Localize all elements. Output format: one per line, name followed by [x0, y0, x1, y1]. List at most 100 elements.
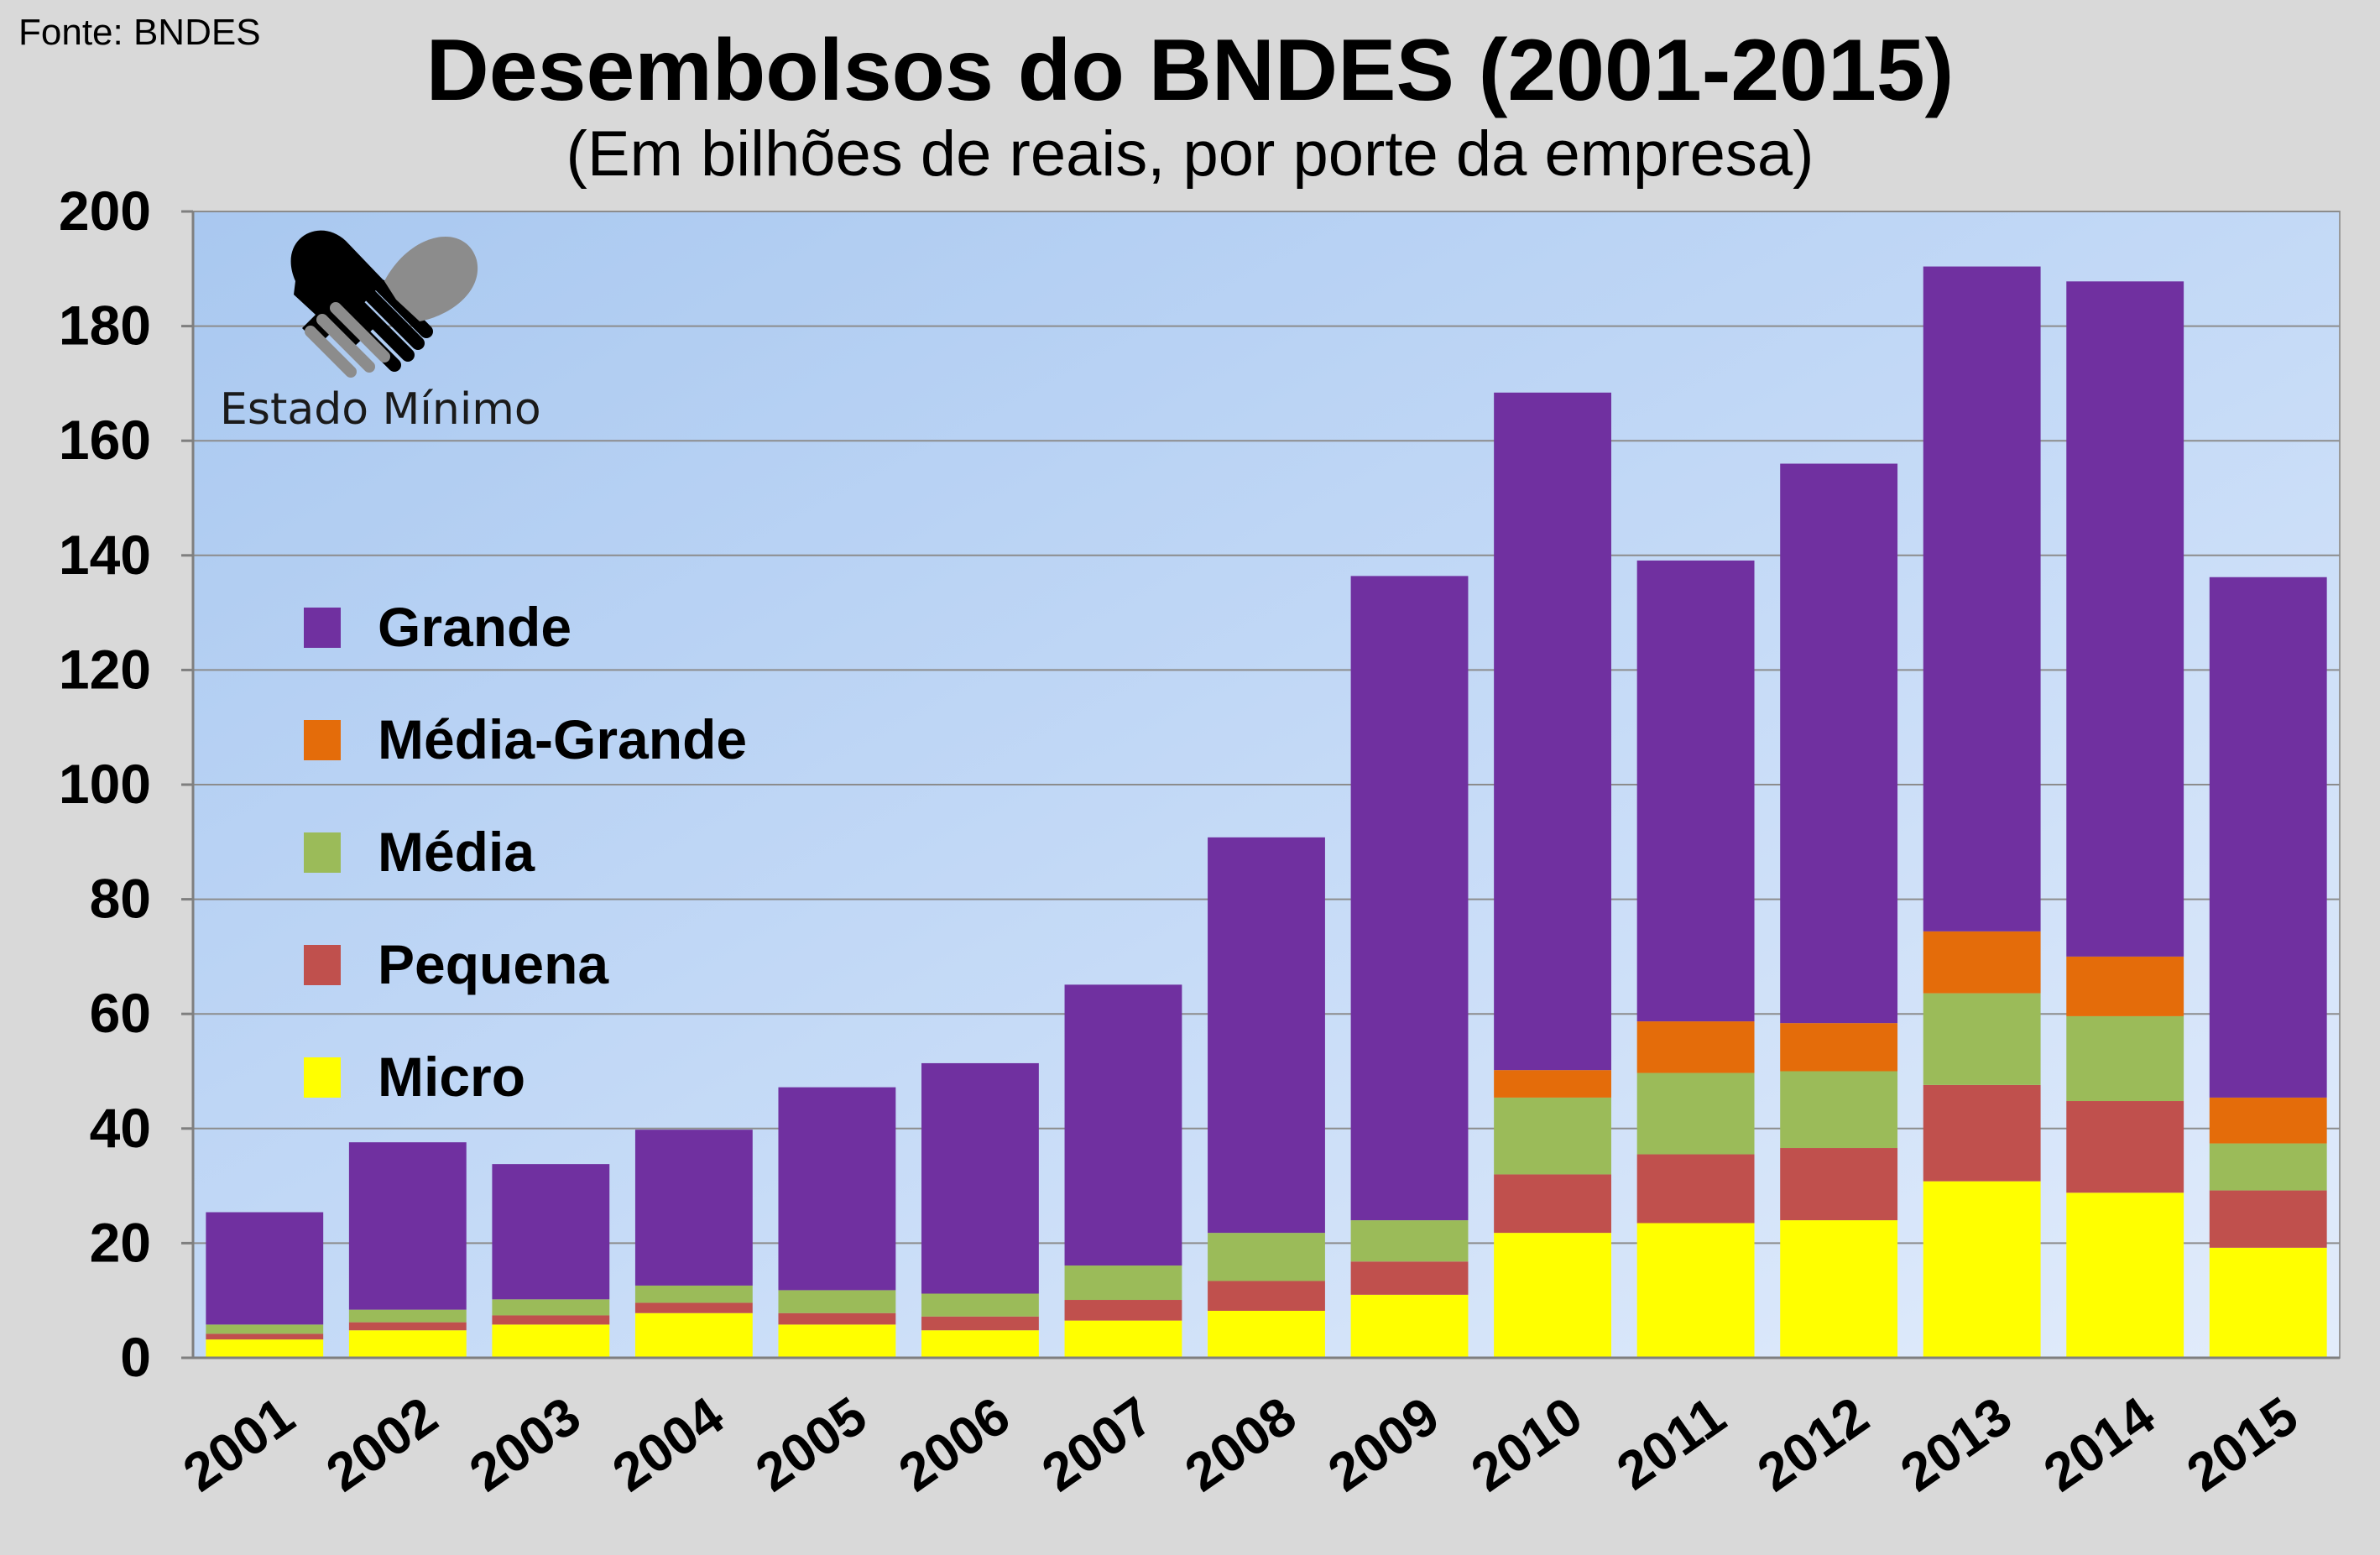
bar-segment-grande — [1494, 392, 1611, 1071]
y-tick-label: 20 — [90, 1211, 151, 1273]
bar-segment-pequena — [1923, 1084, 2041, 1182]
bar-segment-grande — [921, 1062, 1039, 1294]
legend-label: Pequena — [378, 933, 609, 995]
bar-segment-micro — [1494, 1233, 1611, 1358]
x-tick-label: 2014 — [2033, 1385, 2165, 1503]
bar-segment-grande — [1636, 560, 1755, 1022]
bar-segment-grande — [348, 1142, 467, 1310]
bar-segment-pequena — [348, 1322, 467, 1331]
bar-segment-micro — [2066, 1192, 2184, 1358]
bar-segment-micro — [1636, 1223, 1755, 1358]
bar-segment-pequena — [2066, 1101, 2184, 1193]
bar-stack-2009 — [1350, 576, 1469, 1358]
bars — [206, 266, 2327, 1358]
bar-segment-grande — [1208, 837, 1325, 1234]
legend-swatch — [304, 1057, 341, 1098]
bar-segment-micro — [206, 1339, 324, 1358]
x-tick-label: 2015 — [2176, 1385, 2309, 1503]
bar-segment-m-dia-grande — [1636, 1021, 1755, 1073]
bar-segment-pequena — [1208, 1281, 1325, 1311]
bar-stack-2015 — [2209, 577, 2327, 1358]
y-axis: 0 20 40 60 80 100 120 140 160 180 200 — [59, 180, 195, 1388]
bar-segment-m-dia — [921, 1293, 1039, 1317]
bar-segment-m-dia — [492, 1299, 610, 1316]
bar-segment-m-dia-grande — [1780, 1023, 1898, 1072]
bar-stack-2001 — [206, 1212, 324, 1358]
bar-segment-m-dia — [1208, 1233, 1325, 1281]
bar-segment-micro — [1780, 1220, 1898, 1358]
y-tick-label: 60 — [90, 982, 151, 1044]
bar-segment-grande — [634, 1130, 753, 1286]
bar-segment-pequena — [2209, 1190, 2327, 1248]
y-tick-label: 0 — [120, 1326, 151, 1388]
bar-segment-grande — [1923, 266, 2041, 931]
x-tick-label: 2008 — [1174, 1385, 1307, 1503]
bar-segment-pequena — [634, 1302, 753, 1313]
legend-label: Grande — [378, 596, 572, 658]
bar-segment-pequena — [921, 1316, 1039, 1331]
bar-segment-micro — [2209, 1247, 2327, 1358]
bar-stack-2013 — [1923, 266, 2041, 1358]
bar-segment-pequena — [1064, 1300, 1182, 1321]
bar-segment-m-dia — [348, 1309, 467, 1323]
bar-segment-m-dia — [2209, 1143, 2327, 1191]
x-tick-label: 2003 — [458, 1385, 591, 1503]
bar-stack-2006 — [921, 1062, 1039, 1358]
bar-segment-micro — [921, 1330, 1039, 1358]
bar-segment-m-dia — [634, 1285, 753, 1303]
chart-title: Desembolsos do BNDES (2001-2015) — [425, 22, 1955, 119]
x-tick-label: 2002 — [316, 1385, 448, 1503]
y-tick-label: 40 — [90, 1097, 151, 1159]
bar-stack-2004 — [634, 1130, 753, 1358]
x-tick-label: 2010 — [1460, 1385, 1593, 1503]
y-tick-label: 160 — [59, 409, 151, 471]
bar-stack-2008 — [1208, 837, 1325, 1358]
x-tick-label: 2005 — [745, 1385, 878, 1503]
bar-segment-micro — [634, 1312, 753, 1358]
bar-segment-m-dia — [1923, 993, 2041, 1085]
bar-stack-2012 — [1780, 463, 1898, 1358]
bar-segment-micro — [348, 1330, 467, 1358]
logo-text: Estado Mínimo — [220, 384, 541, 435]
bar-segment-grande — [1064, 984, 1182, 1266]
y-tick-label: 120 — [59, 638, 151, 700]
legend-label: Micro — [378, 1046, 525, 1108]
bar-segment-pequena — [778, 1312, 896, 1325]
bar-segment-micro — [1064, 1320, 1182, 1358]
x-tick-label: 2011 — [1606, 1385, 1736, 1501]
x-tick-label: 2009 — [1318, 1385, 1450, 1503]
legend-swatch — [304, 832, 341, 873]
bar-segment-grande — [1780, 463, 1898, 1024]
bar-stack-2002 — [348, 1142, 467, 1358]
y-tick-label: 200 — [59, 180, 151, 242]
bar-segment-grande — [2066, 281, 2184, 957]
bar-segment-pequena — [1350, 1261, 1469, 1295]
bar-stack-2003 — [492, 1164, 610, 1358]
bar-segment-grande — [492, 1164, 610, 1300]
bar-segment-m-dia — [1350, 1220, 1469, 1262]
legend-swatch — [304, 608, 341, 648]
bar-segment-m-dia — [1064, 1265, 1182, 1301]
legend-swatch — [304, 720, 341, 760]
bar-stack-2011 — [1636, 560, 1755, 1358]
x-tick-label: 2012 — [1746, 1385, 1879, 1503]
bar-stack-2010 — [1494, 392, 1611, 1358]
bar-segment-m-dia — [206, 1324, 324, 1334]
source-note: Fonte: BNDES — [18, 12, 261, 53]
bar-segment-micro — [1350, 1294, 1469, 1358]
bar-segment-m-dia-grande — [2066, 956, 2184, 1016]
bar-segment-m-dia — [778, 1290, 896, 1313]
legend-label: Média — [378, 821, 535, 883]
y-tick-label: 80 — [90, 868, 151, 930]
bar-segment-m-dia — [2066, 1015, 2184, 1102]
bar-segment-micro — [1923, 1181, 2041, 1358]
bar-segment-micro — [492, 1324, 610, 1358]
x-axis: 2001 2002 2003 2004 2005 2006 2007 2008 2009 2010… — [172, 1385, 2308, 1503]
legend-label: Média-Grande — [378, 708, 747, 770]
bar-segment-pequena — [206, 1333, 324, 1340]
bar-segment-pequena — [1636, 1154, 1755, 1224]
bar-stack-2005 — [778, 1087, 896, 1358]
bar-segment-pequena — [1494, 1174, 1611, 1234]
chart-subtitle: (Em bilhões de reais, por porte da empre… — [566, 118, 1814, 190]
